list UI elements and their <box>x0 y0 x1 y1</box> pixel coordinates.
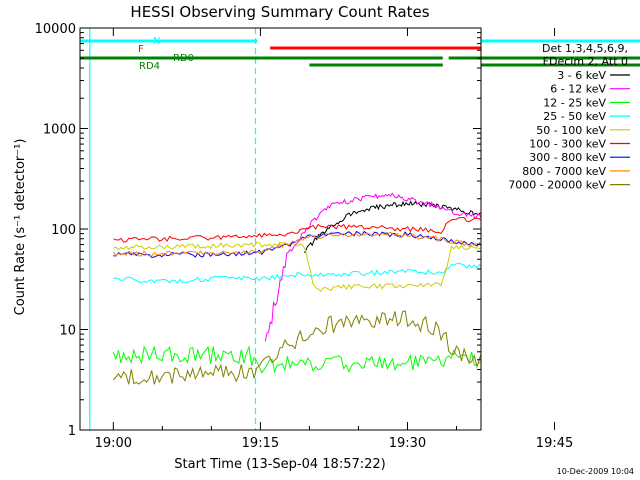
legend: Det 1,3,4,5,6,9, FDecim 2, Att 0 3 - 6 k… <box>508 42 630 192</box>
x-axis-label: Start Time (13-Sep-04 18:57:22) <box>174 457 385 472</box>
series-line-0 <box>304 152 482 254</box>
y-tick-label-3: 1000 <box>43 123 76 138</box>
y-tick-label-0: 1 <box>68 424 76 439</box>
legend-label-8: 7000 - 20000 keV <box>508 179 606 192</box>
attenuator-label-rd4: RD4 <box>139 61 160 72</box>
series-line-2 <box>112 276 482 397</box>
legend-header-line-2: FDecim 2, Att 0 <box>543 55 628 68</box>
x-tick-label-1: 19:15 <box>242 436 279 451</box>
legend-label-6: 300 - 800 keV <box>529 151 606 164</box>
legend-header-line-1: Det 1,3,4,5,6,9, <box>542 42 628 55</box>
legend-label-2: 12 - 25 keV <box>543 96 606 109</box>
legend-label-7: 800 - 7000 keV <box>522 165 606 178</box>
series-line-5 <box>113 216 482 243</box>
plot-frame <box>79 27 482 431</box>
legend-label-4: 50 - 100 keV <box>536 124 606 137</box>
y-tick-label-2: 100 <box>51 223 76 238</box>
series-line-7 <box>112 231 482 258</box>
series-line-8 <box>112 309 482 385</box>
legend-label-1: 6 - 12 keV <box>550 83 606 96</box>
legend-label-3: 25 - 50 keV <box>543 110 606 123</box>
attenuator-label-n: N <box>153 36 160 47</box>
series-line-6 <box>113 230 482 259</box>
series-line-1 <box>264 122 482 374</box>
x-tick-label-3: 19:45 <box>536 436 573 451</box>
legend-label-5: 100 - 300 keV <box>529 138 606 151</box>
chart-title: HESSI Observing Summary Count Rates <box>130 3 429 21</box>
y-axis-label: Count Rate (s⁻¹ detector⁻¹) <box>13 139 28 316</box>
x-tick-label-0: 19:00 <box>95 436 132 451</box>
y-tick-label-1: 10 <box>59 324 76 339</box>
axes: 19:0019:1519:3019:4520:0020:1520:3011010… <box>35 22 574 451</box>
x-tick-label-2: 19:30 <box>389 436 426 451</box>
attenuator-label-f: F <box>138 44 144 55</box>
legend-label-0: 3 - 6 keV <box>557 69 606 82</box>
y-tick-label-4: 10000 <box>35 22 76 37</box>
attenuator-label-rd0: RD0 <box>173 53 194 64</box>
footer-date-stamp: 10-Dec-2009 10:04 <box>557 467 634 476</box>
